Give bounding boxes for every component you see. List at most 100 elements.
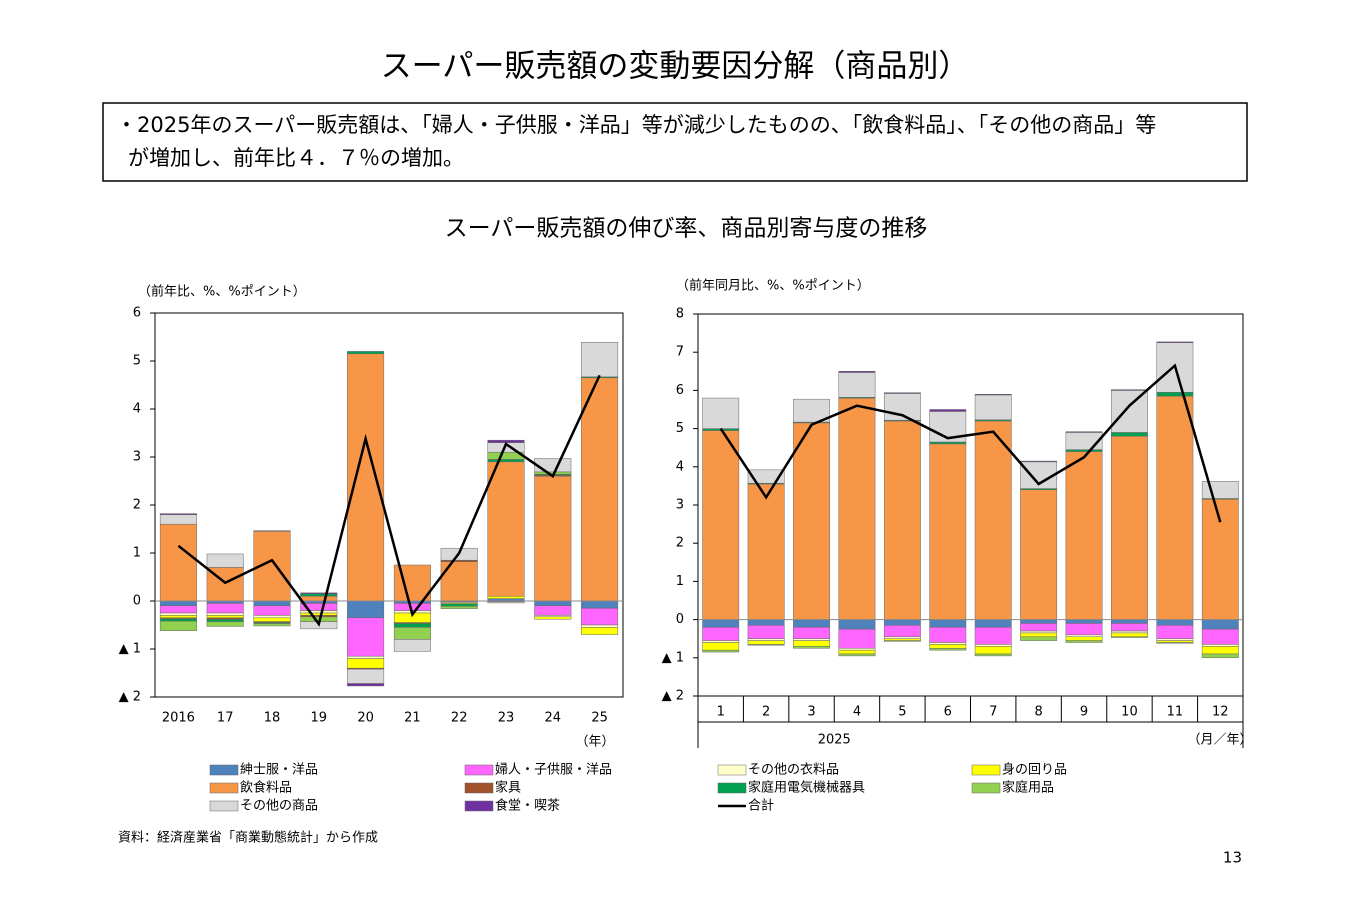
bar-segment <box>487 439 525 443</box>
bar-segment <box>347 658 385 669</box>
legend-swatch <box>717 782 747 794</box>
y-tick-label: 0 <box>676 612 684 627</box>
bar-segment <box>487 459 525 463</box>
bar-segment <box>206 621 244 627</box>
x-tick-label: 20 <box>357 711 374 726</box>
chart-subtitle: スーパー販売額の伸び率、商品別寄与度の推移 <box>445 216 928 242</box>
x-tick-label: 18 <box>264 711 281 726</box>
legend-label: 飲食料品 <box>240 780 292 796</box>
bar-segment <box>1111 619 1148 624</box>
bar-segment <box>581 627 619 635</box>
bar-segment <box>702 642 740 651</box>
bar-segment <box>883 625 921 638</box>
legend-label: その他の衣料品 <box>748 762 839 778</box>
bar-segment <box>1020 636 1058 641</box>
y-axis-label: （前年同月比、%、%ポイント） <box>676 278 870 294</box>
legend-label: 家具 <box>495 780 521 796</box>
bar-segment <box>702 397 740 429</box>
bar-segment <box>347 683 385 687</box>
bar-segment <box>300 593 338 597</box>
bar-segment <box>929 619 967 628</box>
bar-segment <box>793 619 830 628</box>
bar-segment <box>347 668 385 684</box>
bar-segment <box>206 618 244 622</box>
y-tick-label: 1 <box>676 574 684 589</box>
bar-segment <box>838 619 876 630</box>
bar-segment <box>347 655 385 659</box>
bar-segment <box>929 409 967 412</box>
x-tick-label: 4 <box>853 705 861 720</box>
bar-segment <box>747 625 785 639</box>
legend-label: 家庭用品 <box>1002 780 1054 796</box>
bar-segment <box>206 612 244 616</box>
bar-segment <box>440 603 478 607</box>
x-tick-label: 23 <box>498 711 515 726</box>
x-tick-label: 8 <box>1034 705 1042 720</box>
bar-segment <box>793 646 830 649</box>
bar-segment <box>1065 619 1103 624</box>
bar-segment <box>838 628 876 649</box>
bar-segment <box>1020 632 1058 638</box>
bar-segment <box>702 619 740 628</box>
bar-segment <box>1020 623 1058 632</box>
bar-segment <box>1156 395 1194 620</box>
bar-segment <box>347 351 385 355</box>
bar-segment <box>159 523 197 602</box>
bar-segment <box>883 638 921 641</box>
bar-segment <box>393 639 431 652</box>
bar-segment <box>793 626 830 639</box>
x-tick-label: 10 <box>1121 705 1138 720</box>
bar-segment <box>1065 623 1103 636</box>
bar-segment <box>883 636 921 639</box>
bar-segment <box>883 619 921 626</box>
bar-segment <box>1156 341 1194 343</box>
bar-segment <box>702 649 740 653</box>
x-tick-label: 25 <box>591 711 608 726</box>
bar-segment <box>1156 392 1194 397</box>
y-tick-label: 7 <box>676 345 684 360</box>
bar-segment <box>793 640 830 647</box>
bar-segment <box>929 644 967 649</box>
legend-swatch <box>464 764 494 776</box>
bar-segment <box>393 627 431 640</box>
bar-segment <box>747 619 785 626</box>
total-line <box>719 363 1222 523</box>
bar-segment <box>838 397 876 620</box>
legend-label: 紳士服・洋品 <box>240 763 318 778</box>
y-tick-label: 6 <box>133 306 141 321</box>
bar-segment <box>1020 630 1058 634</box>
y-tick-label: 6 <box>676 383 684 398</box>
bar-segment <box>747 640 785 645</box>
bar-segment <box>581 607 619 626</box>
bar-segment <box>1020 619 1058 624</box>
bar-segment <box>838 372 876 398</box>
x-tick-label: 22 <box>451 711 468 726</box>
bar-segment <box>974 619 1012 628</box>
x-tick-label: 12 <box>1212 705 1229 720</box>
legend-swatch <box>464 782 494 794</box>
bar-segment <box>581 377 619 602</box>
bar-segment <box>487 601 525 604</box>
y-tick-label: ▲ 2 <box>662 689 684 704</box>
bar-segment <box>883 640 921 642</box>
bar-segment <box>393 603 431 611</box>
bar-segment <box>1111 435 1148 620</box>
bar-segment <box>253 623 291 627</box>
x-tick-label: 21 <box>404 711 421 726</box>
bar-segment <box>1020 489 1058 620</box>
summary-line: ・2025年のスーパー販売額は、「婦人・子供服・洋品」等が減少したものの、「飲食… <box>116 113 1156 137</box>
bar-segment <box>702 626 740 641</box>
x-tick-label: 9 <box>1080 705 1088 720</box>
bar-segment <box>1111 389 1148 391</box>
bar-segment <box>581 342 619 378</box>
y-tick-label: 1 <box>133 546 141 561</box>
y-tick-label: 0 <box>133 594 141 609</box>
legend-label: その他の商品 <box>240 799 318 814</box>
legend-swatch <box>209 800 239 812</box>
y-tick-label: 2 <box>133 498 141 513</box>
x-tick-label: 6 <box>944 705 952 720</box>
legend-swatch <box>209 764 239 776</box>
bar-segment <box>974 420 1012 620</box>
bar-segment <box>581 600 619 609</box>
